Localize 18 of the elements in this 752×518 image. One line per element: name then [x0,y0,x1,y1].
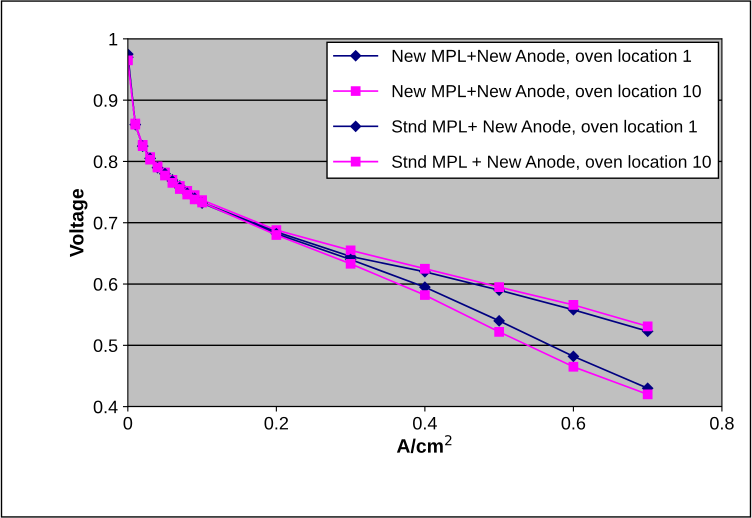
legend-label: New MPL+New Anode, oven location 1 [392,49,692,64]
legend-label: Stnd MPL+ New Anode, oven location 1 [392,120,697,135]
y-tick-label: 0.5 [94,339,118,352]
y-tick-label: 0.7 [94,216,118,230]
x-tick-label: 0.6 [562,416,586,430]
y-tick-label: 0.8 [94,155,118,168]
y-axis-title: Voltage [69,189,88,257]
y-tick-label: 0.6 [94,278,118,291]
legend-label: New MPL+New Anode, oven location 10 [392,84,701,100]
x-tick-label: 0.8 [710,416,734,430]
y-tick-label: 1 [109,32,118,46]
y-tick-label: 0.4 [94,400,118,414]
x-tick-label: 0.2 [264,416,288,430]
x-tick-label: 0 [124,416,132,430]
legend-label: Stnd MPL + New Anode, oven location 10 [392,155,711,170]
y-tick-label: 0.9 [94,94,118,107]
x-axis-title: A/cm$^{2}$ [396,435,452,454]
x-tick-label: 0.4 [413,416,437,430]
